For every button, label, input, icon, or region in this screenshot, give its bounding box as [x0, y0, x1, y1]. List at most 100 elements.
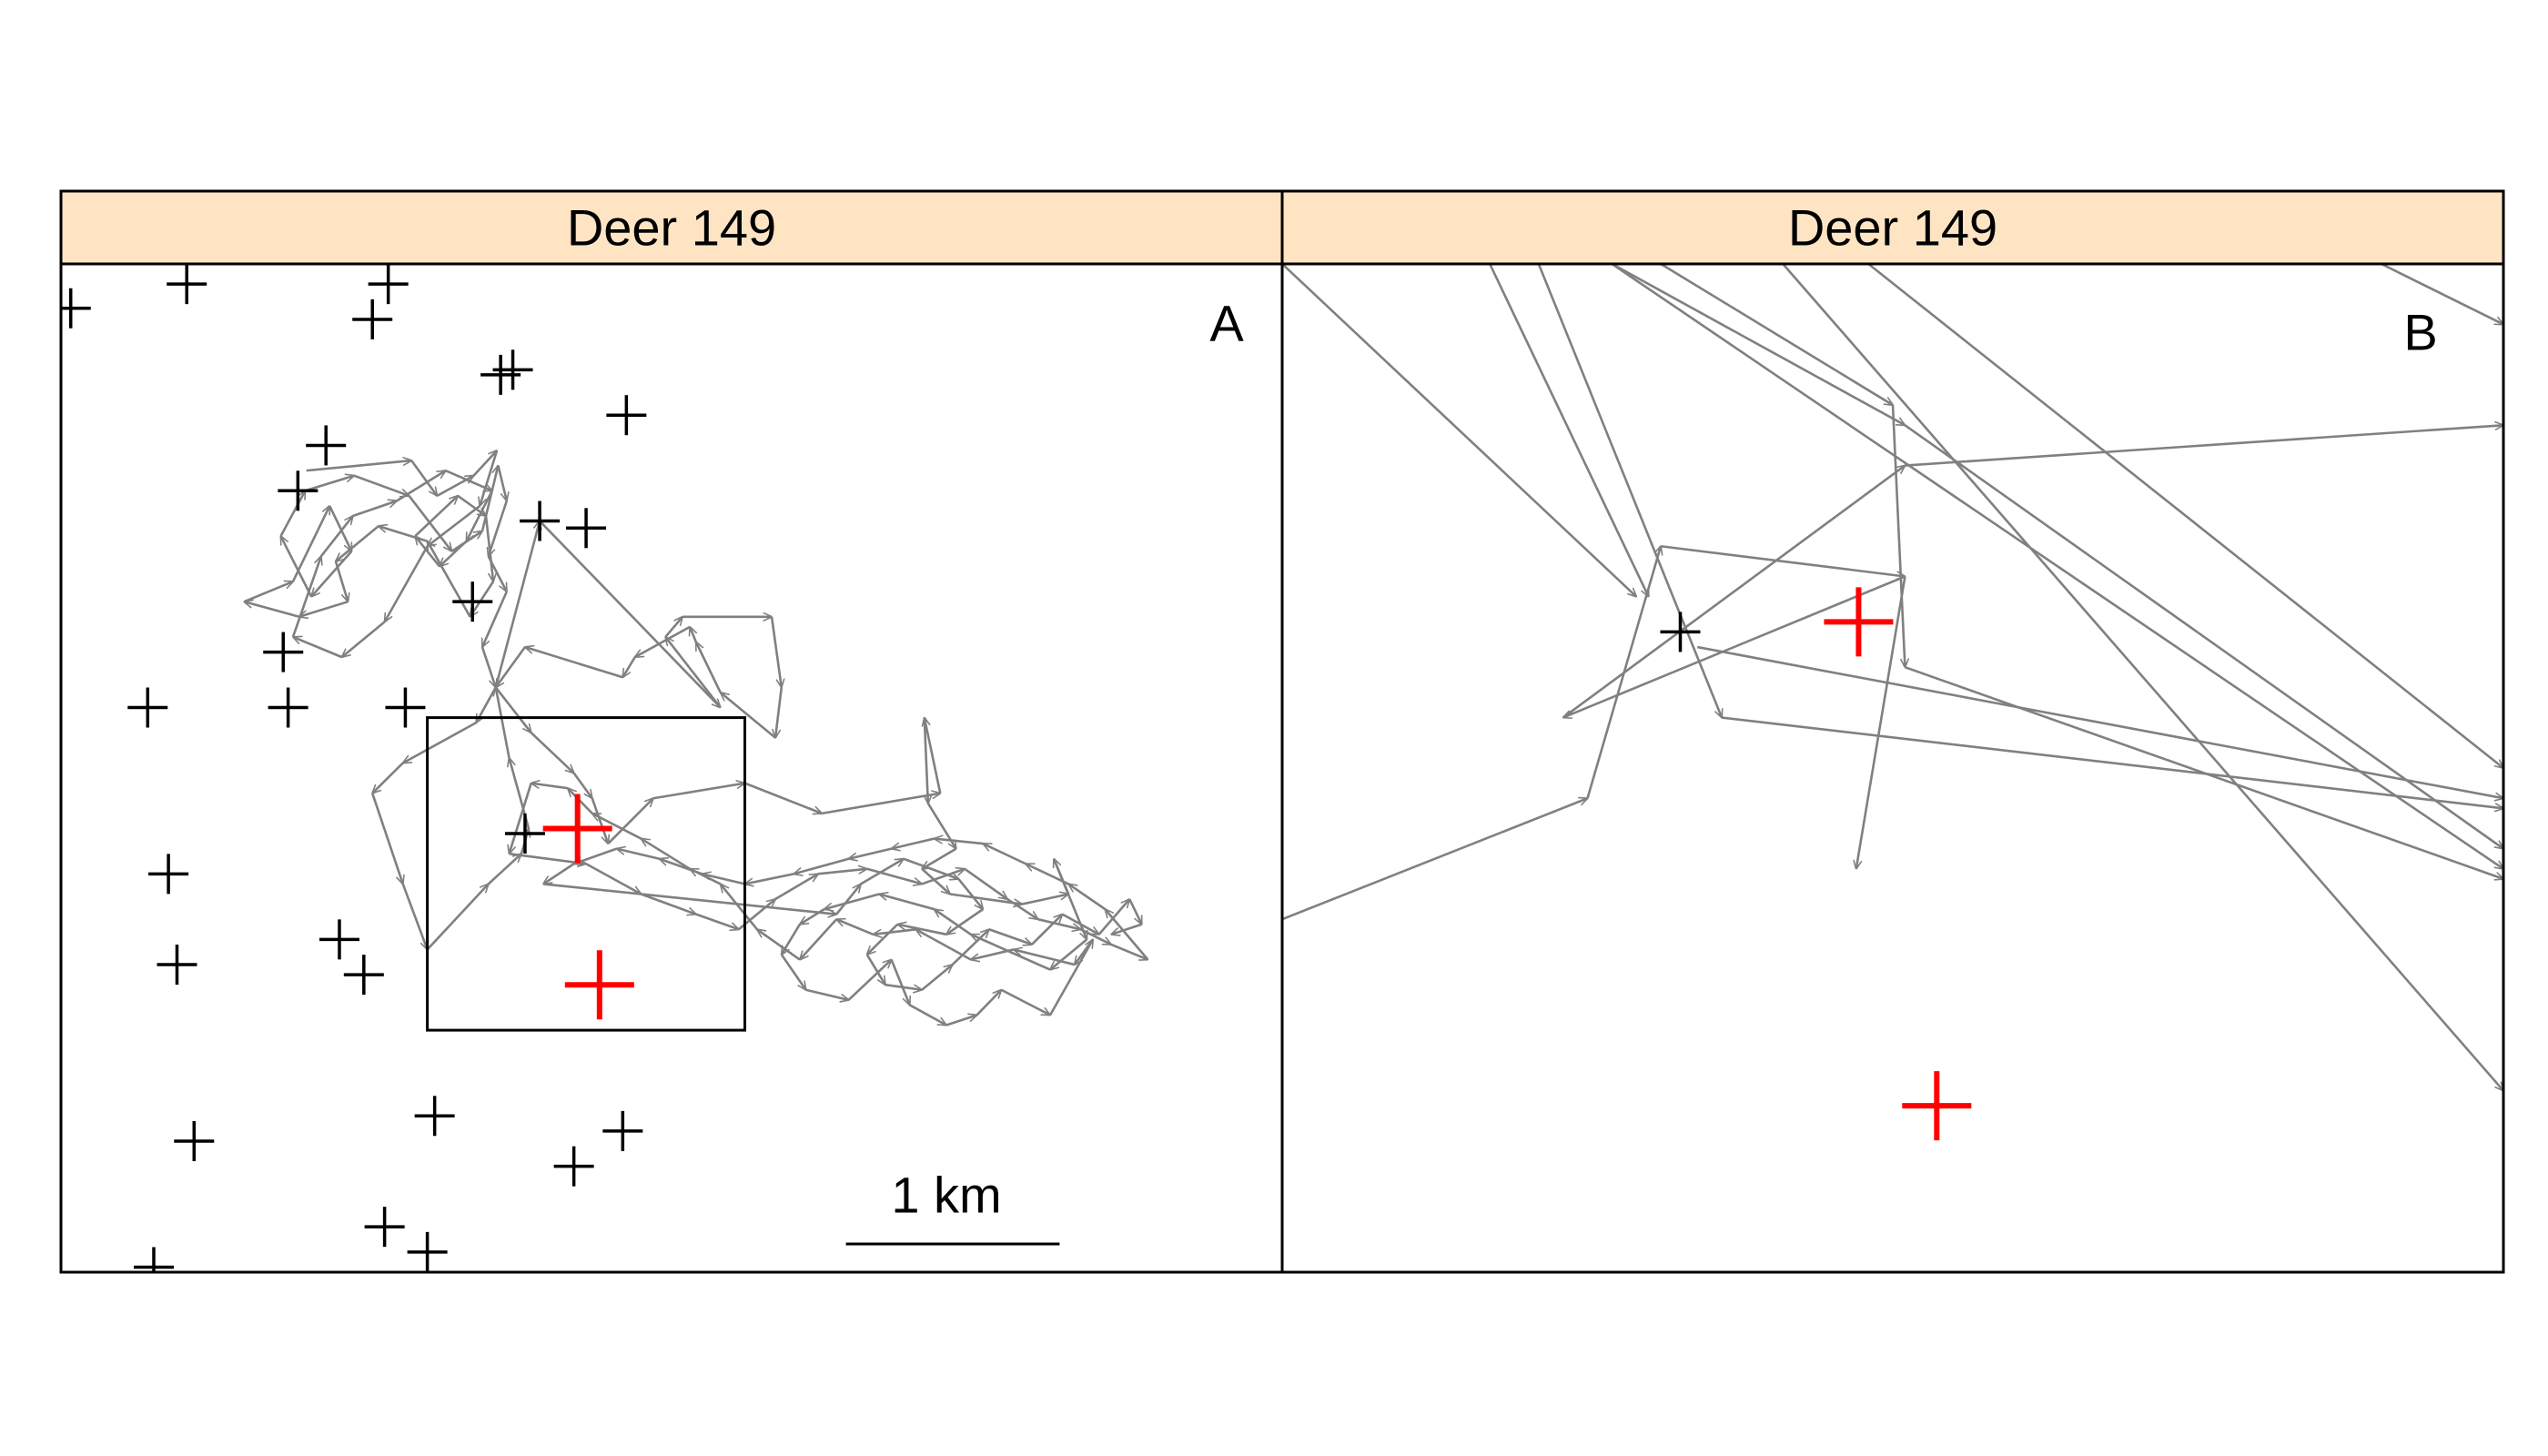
other-location-point: [157, 945, 197, 986]
path-segment: [890, 959, 910, 1006]
other-location-point: [148, 854, 189, 895]
path-segment: [780, 954, 806, 990]
path-segment: [652, 784, 745, 800]
path-segment: [903, 857, 958, 879]
path-segment: [770, 616, 782, 688]
other-location-point: [492, 349, 533, 390]
path-segment: [1563, 575, 1906, 717]
path-segment: [945, 1015, 977, 1026]
zoom-box: [426, 716, 747, 1032]
other-location-point: [504, 814, 545, 854]
path-segment: [352, 500, 397, 518]
path-segment: [866, 867, 922, 885]
other-location-point: [520, 500, 561, 541]
other-location-point: [553, 1146, 594, 1187]
other-location-point: [368, 264, 409, 305]
path-segment: [410, 460, 437, 496]
other-location-point: [352, 298, 393, 339]
path-segment: [279, 536, 313, 598]
path-segment: [892, 837, 935, 849]
path-segment: [873, 927, 916, 935]
path-segment: [694, 642, 722, 693]
panel-a-strip: [59, 189, 1284, 266]
path-segment: [291, 506, 331, 582]
path-segment: [622, 656, 636, 677]
path-segment: [484, 515, 493, 581]
path-segment: [641, 839, 691, 870]
panel-b-border: [1280, 262, 2505, 1274]
path-segment: [1000, 988, 1050, 1016]
path-segment: [243, 581, 293, 603]
panel-b: Deer 149 B: [1280, 189, 2505, 1274]
path-segment: [480, 466, 498, 531]
path-segment: [897, 925, 947, 936]
path-segment: [379, 526, 428, 542]
other-location-point: [566, 508, 607, 549]
path-segment: [370, 793, 403, 885]
path-segment: [329, 505, 353, 551]
path-segment: [836, 919, 874, 936]
panel-a: Deer 149 A 1 km: [59, 189, 1284, 1274]
other-location-point: [268, 687, 308, 728]
path-segment: [305, 476, 354, 492]
path-segment: [817, 869, 867, 875]
path-segment: [1037, 917, 1081, 929]
other-location-point: [343, 955, 384, 996]
path-segment: [865, 954, 885, 985]
panel-a-border: [59, 262, 1284, 1274]
other-location-point: [278, 470, 318, 511]
path-segment: [497, 465, 506, 501]
other-location-point: [318, 919, 359, 960]
path-segment: [1488, 264, 1650, 597]
path-segment: [925, 718, 942, 794]
path-segment: [951, 929, 989, 966]
path-segment: [847, 960, 892, 1001]
path-segment: [1856, 576, 1906, 868]
path-segment: [1660, 264, 1893, 405]
path-segment: [319, 516, 353, 558]
path-segment: [1782, 264, 2503, 1091]
path-segment: [860, 859, 904, 885]
path-segment: [2381, 264, 2503, 326]
path-segment: [617, 849, 660, 860]
path-segment: [311, 550, 353, 597]
path-segment: [1904, 665, 2503, 879]
path-segment: [353, 474, 409, 496]
other-location-point: [414, 1096, 455, 1137]
path-segment: [445, 469, 492, 492]
path-segment: [1075, 938, 1095, 965]
path-segment: [835, 884, 861, 915]
other-location-point: [167, 264, 207, 305]
path-segment: [543, 863, 575, 884]
path-segment: [494, 521, 540, 688]
path-segment: [664, 617, 682, 638]
focal-location-point: [1902, 1071, 1972, 1141]
path-segment: [824, 893, 880, 910]
panel-b-letter: B: [2403, 304, 2437, 361]
path-segment: [428, 541, 471, 618]
other-location-point: [61, 288, 91, 329]
panel-a-strip-title: Deer 149: [567, 199, 776, 257]
other-location-point: [385, 687, 426, 728]
path-segment: [299, 600, 349, 617]
path-segment: [703, 874, 745, 885]
path-segment: [744, 782, 823, 814]
other-location-point: [306, 425, 347, 466]
path-segment: [1050, 938, 1088, 969]
path-segment: [539, 520, 721, 708]
other-location-point: [407, 1231, 448, 1272]
path-segment: [849, 847, 892, 859]
path-segment: [372, 762, 404, 793]
path-segment: [1282, 798, 1588, 921]
path-segment: [1030, 915, 1063, 945]
other-location-point: [606, 395, 647, 436]
path-segment: [336, 525, 379, 561]
path-segment: [1660, 544, 1905, 576]
path-segment: [472, 450, 497, 477]
path-segment: [510, 783, 532, 854]
path-segment: [496, 646, 527, 687]
path-segment: [487, 555, 508, 592]
path-segment: [401, 883, 428, 949]
path-segment: [1611, 264, 2503, 869]
